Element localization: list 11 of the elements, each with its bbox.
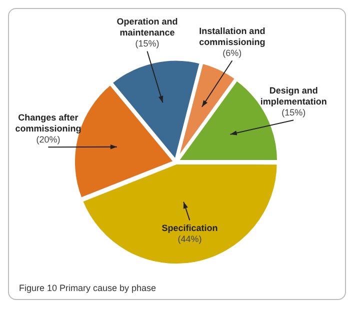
slice-label: Installation and commissioning [199,26,266,48]
data-label: (15%) [135,38,160,49]
slice-label: Changes after commissioning [15,112,82,134]
data-label: (6%) [222,48,242,58]
data-label: (44%) [178,234,202,244]
slice-label: Design and implementation [260,86,327,107]
data-label: (15%) [282,108,306,118]
text: Figure 10 Primary cause by phase [18,282,158,295]
slice-label: Specification [162,222,218,233]
slice-label: Operation and maintenance [116,16,178,38]
data-label: (20%) [36,134,60,145]
